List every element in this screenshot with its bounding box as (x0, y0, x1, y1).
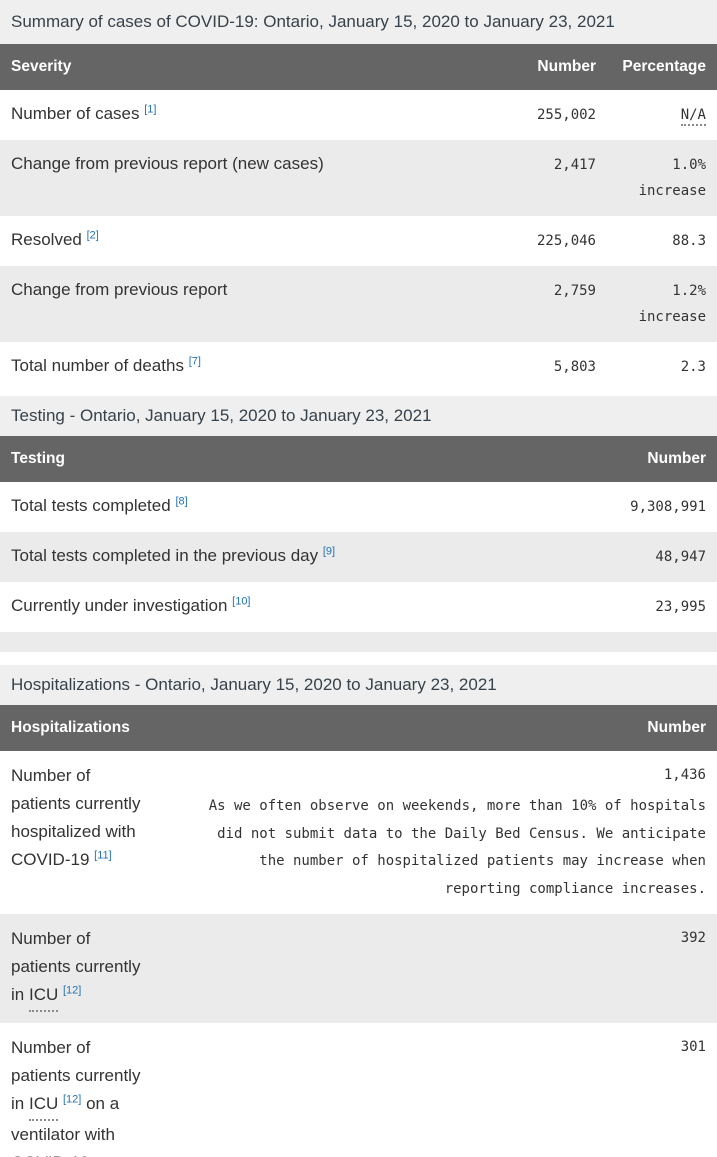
row-number: 1,436 (663, 767, 706, 783)
header-number: Number (647, 719, 706, 736)
hospitalizations-section-title: Hospitalizations - Ontario, January 15, … (0, 665, 717, 705)
footnote-link-10[interactable]: [10] (232, 595, 251, 608)
row-label: patients currently (11, 1066, 141, 1085)
row-number: 301 (680, 1039, 706, 1055)
table-row-change-previous-report: Change from previous report 2,759 1.2% i… (0, 266, 717, 342)
footnote-link-11[interactable]: [11] (94, 849, 112, 862)
footnote-link-12[interactable]: [12] (62, 984, 82, 997)
row-label: ventilator with (11, 1125, 115, 1144)
row-label: Total number of deaths (11, 356, 184, 375)
severity-table-header: Severity Number Percentage (0, 44, 717, 90)
icu-abbr: ICU (28, 1090, 59, 1121)
testing-table-header: Testing Number (0, 436, 717, 482)
footnote-link-12[interactable]: [12] (62, 1093, 82, 1106)
header-severity: Severity (11, 58, 72, 75)
row-label: Number of (11, 766, 91, 785)
row-label: Number of (11, 929, 91, 948)
row-label: COVID-19 (11, 850, 90, 869)
na-abbr: N/A (680, 107, 706, 126)
table-row-tests-previous-day: Total tests completed in the previous da… (0, 532, 717, 582)
row-label: Total tests completed in the previous da… (11, 546, 319, 565)
section-hospitalizations: Hospitalizations - Ontario, January 15, … (0, 665, 717, 1157)
footnote-link-9[interactable]: [9] (322, 545, 336, 558)
row-number: 392 (680, 930, 706, 946)
row-label: hospitalized with (11, 822, 136, 841)
footnote-link-1[interactable]: [1] (144, 103, 157, 116)
table-row-hospitalized: Number of patients currently hospitalize… (0, 751, 717, 914)
row-label: patients currently (11, 957, 141, 976)
section-testing: Testing - Ontario, January 15, 2020 to J… (0, 396, 717, 652)
table-row-resolved: Resolved [2] 225,046 88.3 (0, 216, 717, 266)
row-label: Change from previous report (11, 280, 228, 299)
row-label: Number of cases (11, 104, 140, 123)
row-percentage: 88.3 (672, 233, 706, 249)
header-percentage: Percentage (622, 58, 706, 75)
row-label: Resolved (11, 230, 82, 249)
row-number: 2,759 (553, 283, 596, 299)
row-number: 2,417 (553, 157, 596, 173)
testing-section-title: Testing - Ontario, January 15, 2020 to J… (0, 396, 717, 436)
empty-striped-row (0, 632, 717, 652)
severity-section-title: Summary of cases of COVID-19: Ontario, J… (0, 0, 717, 44)
row-label: Change from previous report (new cases) (11, 154, 324, 173)
header-number: Number (537, 58, 596, 75)
row-number: 9,308,991 (630, 499, 706, 515)
footnote-link-2[interactable]: [2] (86, 229, 99, 242)
table-row-total-tests: Total tests completed [8] 9,308,991 (0, 482, 717, 532)
section-severity: Summary of cases of COVID-19: Ontario, J… (0, 0, 717, 392)
table-row-total-deaths: Total number of deaths [7] 5,803 2.3 (0, 342, 717, 392)
row-number: 255,002 (536, 107, 596, 123)
table-row-icu-ventilator: Number of patients currently in ICU [12]… (0, 1023, 717, 1157)
row-label: COVID-19 (11, 1149, 189, 1157)
hospital-reporting-note: As we often observe on weekends, more th… (208, 798, 706, 897)
row-number: 48,947 (655, 549, 706, 565)
header-number: Number (647, 450, 706, 467)
row-percentage: 1.2% (672, 283, 706, 299)
header-testing: Testing (11, 450, 65, 467)
hospitalizations-table-header: Hospitalizations Number (0, 705, 717, 751)
icu-abbr: ICU (28, 981, 59, 1012)
header-hospitalizations: Hospitalizations (11, 719, 130, 736)
table-row-change-new-cases: Change from previous report (new cases) … (0, 140, 717, 216)
table-row-icu: Number of patients currently in ICU [12]… (0, 914, 717, 1023)
row-label: Total tests completed (11, 496, 171, 515)
row-label: in (11, 985, 29, 1004)
table-row-under-investigation: Currently under investigation [10] 23,99… (0, 582, 717, 632)
row-percentage: 2.3 (680, 359, 706, 375)
footnote-link-7[interactable]: [7] (188, 355, 201, 368)
row-percentage-direction: increase (638, 309, 706, 325)
row-label: on a (81, 1094, 120, 1113)
row-label: Currently under investigation (11, 596, 228, 615)
row-label: patients currently (11, 794, 141, 813)
row-number: 5,803 (553, 359, 596, 375)
row-label: in (11, 1094, 29, 1113)
row-percentage-direction: increase (638, 183, 706, 199)
row-percentage: 1.0% (672, 157, 706, 173)
table-row-number-of-cases: Number of cases [1] 255,002 N/A (0, 90, 717, 140)
row-number: 225,046 (536, 233, 596, 249)
footnote-link-8[interactable]: [8] (175, 495, 188, 508)
row-number: 23,995 (655, 599, 706, 615)
row-label: Number of (11, 1038, 91, 1057)
